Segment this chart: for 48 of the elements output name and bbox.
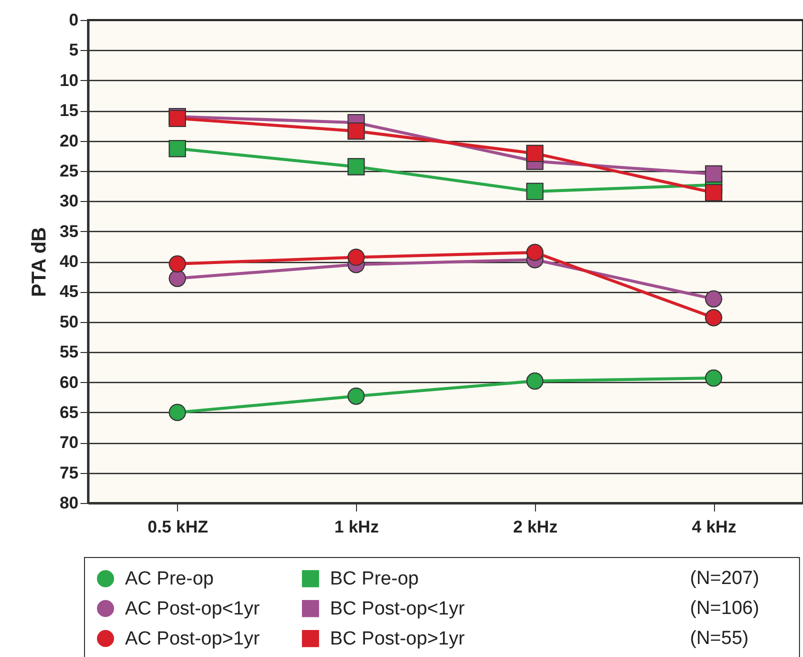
y-tick-label: 50: [60, 312, 78, 332]
point: [348, 158, 365, 176]
y-tick-label: 10: [60, 70, 78, 90]
y-tick-label: 0: [69, 10, 78, 30]
legend-label: BC Post-op<1yr: [330, 598, 466, 620]
y-tick-label: 60: [60, 372, 78, 392]
point: [348, 388, 365, 405]
legend-label: BC Pre-op: [330, 568, 419, 590]
point: [348, 248, 365, 266]
point: [526, 144, 544, 162]
point: [526, 182, 544, 200]
x-tick-label: 0.5 kHZ: [148, 518, 208, 536]
text: (N=207): [690, 568, 760, 590]
point: [168, 140, 186, 158]
y-tick-label: 75: [60, 463, 78, 482]
point: [705, 369, 722, 387]
point: [526, 372, 544, 390]
y-tick-label: 30: [60, 192, 78, 211]
y-tick-label: 15: [60, 101, 78, 120]
legend-label: BC Post-op>1yr: [330, 628, 466, 650]
text: (N=55): [690, 628, 749, 650]
point: [705, 290, 722, 308]
point: [348, 122, 365, 140]
legend-label: AC Post-op>1yr: [125, 628, 260, 650]
y-tick-label: 70: [60, 433, 78, 452]
point: [168, 270, 186, 287]
point: [705, 184, 722, 202]
y-axis-title: PTA dB: [28, 227, 51, 297]
x-tick-label: 2 kHz: [513, 518, 558, 536]
y-tick-label: 5: [69, 40, 78, 60]
point: [705, 309, 722, 326]
y-tick-label: 25: [60, 161, 78, 180]
y-tick-label: 35: [60, 222, 78, 241]
y-tick-label: 20: [60, 131, 78, 150]
x-tick-label: 1 kHz: [334, 518, 379, 536]
y-tick-label: 40: [60, 252, 78, 271]
y-tick-label: 45: [60, 282, 78, 302]
point: [705, 165, 722, 183]
text: (N=106): [690, 598, 760, 620]
point: [526, 244, 544, 261]
y-tick-label: 65: [60, 402, 78, 422]
point: [168, 404, 186, 421]
y-tick-label: 55: [60, 342, 78, 362]
point: [168, 255, 186, 272]
legend-label: AC Pre-op: [125, 568, 214, 590]
legend-label: AC Post-op<1yr: [125, 598, 260, 620]
y-tick-label: 80: [60, 494, 78, 512]
x-tick-label: 4 kHz: [692, 518, 736, 536]
